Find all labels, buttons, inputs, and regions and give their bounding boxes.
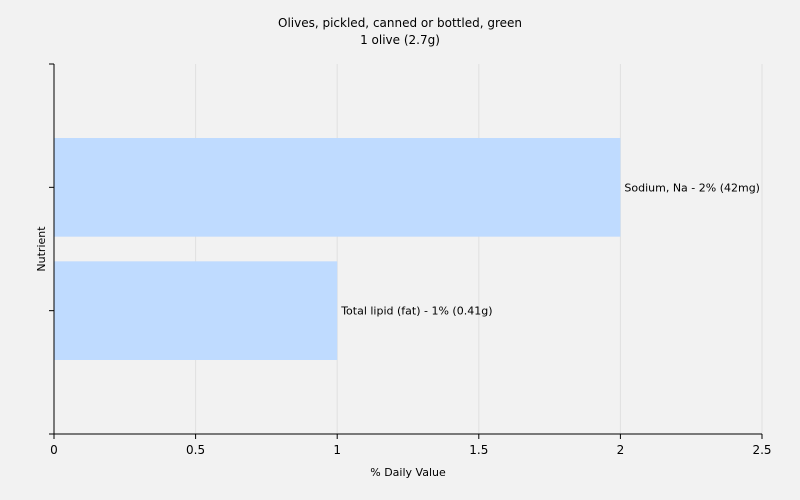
bar-label: Total lipid (fat) - 1% (0.41g) [340,305,492,318]
bars: Sodium, Na - 2% (42mg) Total lipid (fat) … [54,138,760,360]
x-tick-label: 1 [333,443,341,457]
chart-title: Olives, pickled, canned or bottled, gree… [278,16,522,30]
x-tick-label: 0 [50,443,58,457]
chart-subtitle: 1 olive (2.7g) [360,33,440,47]
x-axis-label: % Daily Value [370,466,446,479]
gridlines [195,64,763,434]
y-axis-label: Nutrient [35,226,48,272]
x-tick-label: 0.5 [186,443,205,457]
bar [54,261,338,360]
x-tick-label: 2.5 [752,443,771,457]
y-axis-ticks [49,63,54,435]
x-tick-label: 2 [617,443,625,457]
x-axis-ticks: 0 0.5 1 1.5 2 2.5 [50,434,772,457]
bar-label: Sodium, Na - 2% (42mg) [624,181,760,194]
x-tick-label: 1.5 [469,443,488,457]
bar [54,138,621,237]
